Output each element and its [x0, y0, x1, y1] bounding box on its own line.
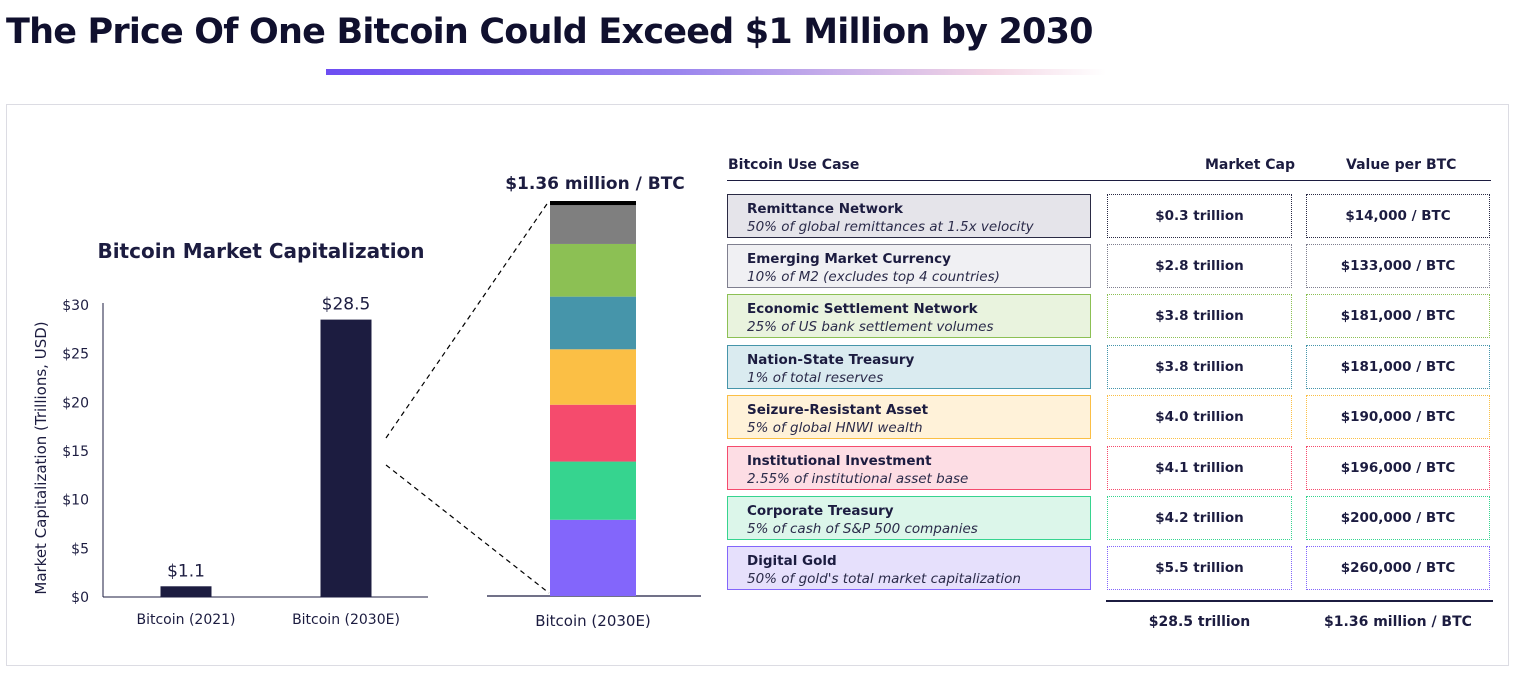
value-per-btc-cell: $133,000 / BTC [1306, 244, 1490, 288]
y-axis-label: Market Capitalization (Trillions, USD) [32, 321, 50, 594]
use-case-description: 1% of total reserves [747, 370, 884, 386]
market-cap-cell: $4.0 trillion [1107, 395, 1292, 439]
stacked-segment [550, 201, 636, 206]
stacked-top-label: $1.36 million / BTC [505, 174, 685, 194]
zoom-connector-bottom [385, 464, 550, 594]
stacked-segment [550, 296, 636, 350]
use-case-box: Institutional Investment 2.55% of institu… [727, 446, 1091, 490]
use-case-box: Nation-State Treasury 1% of total reserve… [727, 345, 1091, 389]
total-value-per-btc: $1.36 million / BTC [1324, 614, 1472, 630]
y-tick-label: $10 [62, 493, 89, 509]
x-tick-label: Bitcoin (2030E) [292, 612, 400, 628]
value-per-btc-cell: $200,000 / BTC [1306, 496, 1490, 540]
bar-data-label: $1.1 [167, 561, 205, 581]
y-tick-label: $5 [71, 541, 89, 557]
use-case-name: Economic Settlement Network [747, 301, 978, 317]
y-tick-label: $25 [62, 347, 89, 363]
bar-data-label: $28.5 [322, 295, 371, 315]
use-case-name: Seizure-Resistant Asset [747, 402, 929, 418]
header-rule [727, 180, 1491, 181]
title-underline [326, 69, 1106, 75]
value-per-btc-cell: $14,000 / BTC [1306, 194, 1490, 238]
market-cap-cell: $5.5 trillion [1107, 546, 1292, 590]
market-cap-cell: $0.3 trillion [1107, 194, 1292, 238]
use-case-name: Remittance Network [747, 201, 904, 217]
use-case-box: Emerging Market Currency 10% of M2 (exclu… [727, 244, 1091, 288]
use-case-description: 25% of US bank settlement volumes [747, 319, 994, 335]
use-case-name: Nation-State Treasury [747, 352, 915, 368]
header-market-cap: Market Cap [1205, 157, 1296, 173]
use-case-box: Remittance Network 50% of global remittan… [727, 194, 1091, 238]
stacked-segment [550, 519, 636, 596]
bar [320, 319, 372, 597]
use-case-description: 5% of global HNWI wealth [747, 420, 923, 436]
y-tick-label: $20 [62, 395, 89, 411]
value-per-btc-cell: $181,000 / BTC [1306, 345, 1490, 389]
market-cap-cell: $4.2 trillion [1107, 496, 1292, 540]
use-case-name: Emerging Market Currency [747, 251, 951, 267]
y-tick-label: $15 [62, 444, 89, 460]
page-title: The Price Of One Bitcoin Could Exceed $1… [6, 12, 1094, 52]
stacked-segment [550, 349, 636, 405]
use-case-box: Digital Gold 50% of gold's total market c… [727, 546, 1091, 590]
y-tick-label: $0 [71, 590, 89, 606]
content-panel [6, 104, 1509, 666]
stacked-x-tick-label: Bitcoin (2030E) [535, 612, 651, 630]
header-use-case: Bitcoin Use Case [728, 157, 860, 173]
value-per-btc-cell: $260,000 / BTC [1306, 546, 1490, 590]
use-case-description: 2.55% of institutional asset base [747, 471, 969, 487]
zoom-connector-top [385, 200, 550, 439]
market-cap-cell: $4.1 trillion [1107, 446, 1292, 490]
use-case-name: Institutional Investment [747, 453, 932, 469]
y-tick-label: $30 [62, 298, 89, 314]
header-value-per-btc: Value per BTC [1346, 157, 1457, 173]
value-per-btc-cell: $181,000 / BTC [1306, 294, 1490, 338]
x-tick-label: Bitcoin (2021) [136, 612, 235, 628]
value-per-btc-cell: $190,000 / BTC [1306, 395, 1490, 439]
use-case-name: Digital Gold [747, 553, 837, 569]
stacked-segment [550, 205, 636, 244]
market-cap-cell: $3.8 trillion [1107, 345, 1292, 389]
use-case-description: 5% of cash of S&P 500 companies [747, 521, 978, 537]
use-case-box: Corporate Treasury 5% of cash of S&P 500 … [727, 496, 1091, 540]
use-case-description: 10% of M2 (excludes top 4 countries) [747, 269, 1000, 285]
use-case-box: Seizure-Resistant Asset 5% of global HNWI… [727, 395, 1091, 439]
use-case-description: 50% of global remittances at 1.5x veloci… [747, 219, 1034, 235]
market-cap-cell: $2.8 trillion [1107, 244, 1292, 288]
bar [160, 586, 212, 597]
use-case-box: Economic Settlement Network 25% of US ban… [727, 294, 1091, 338]
chart-title: Bitcoin Market Capitalization [97, 239, 424, 263]
use-case-name: Corporate Treasury [747, 503, 894, 519]
total-market-cap: $28.5 trillion [1148, 614, 1251, 630]
stacked-segment [550, 461, 636, 520]
stacked-segment [550, 404, 636, 462]
use-case-description: 50% of gold's total market capitalizatio… [747, 571, 1021, 587]
stacked-segment [550, 243, 636, 297]
totals-rule [1106, 600, 1493, 602]
market-cap-cell: $3.8 trillion [1107, 294, 1292, 338]
value-per-btc-cell: $196,000 / BTC [1306, 446, 1490, 490]
